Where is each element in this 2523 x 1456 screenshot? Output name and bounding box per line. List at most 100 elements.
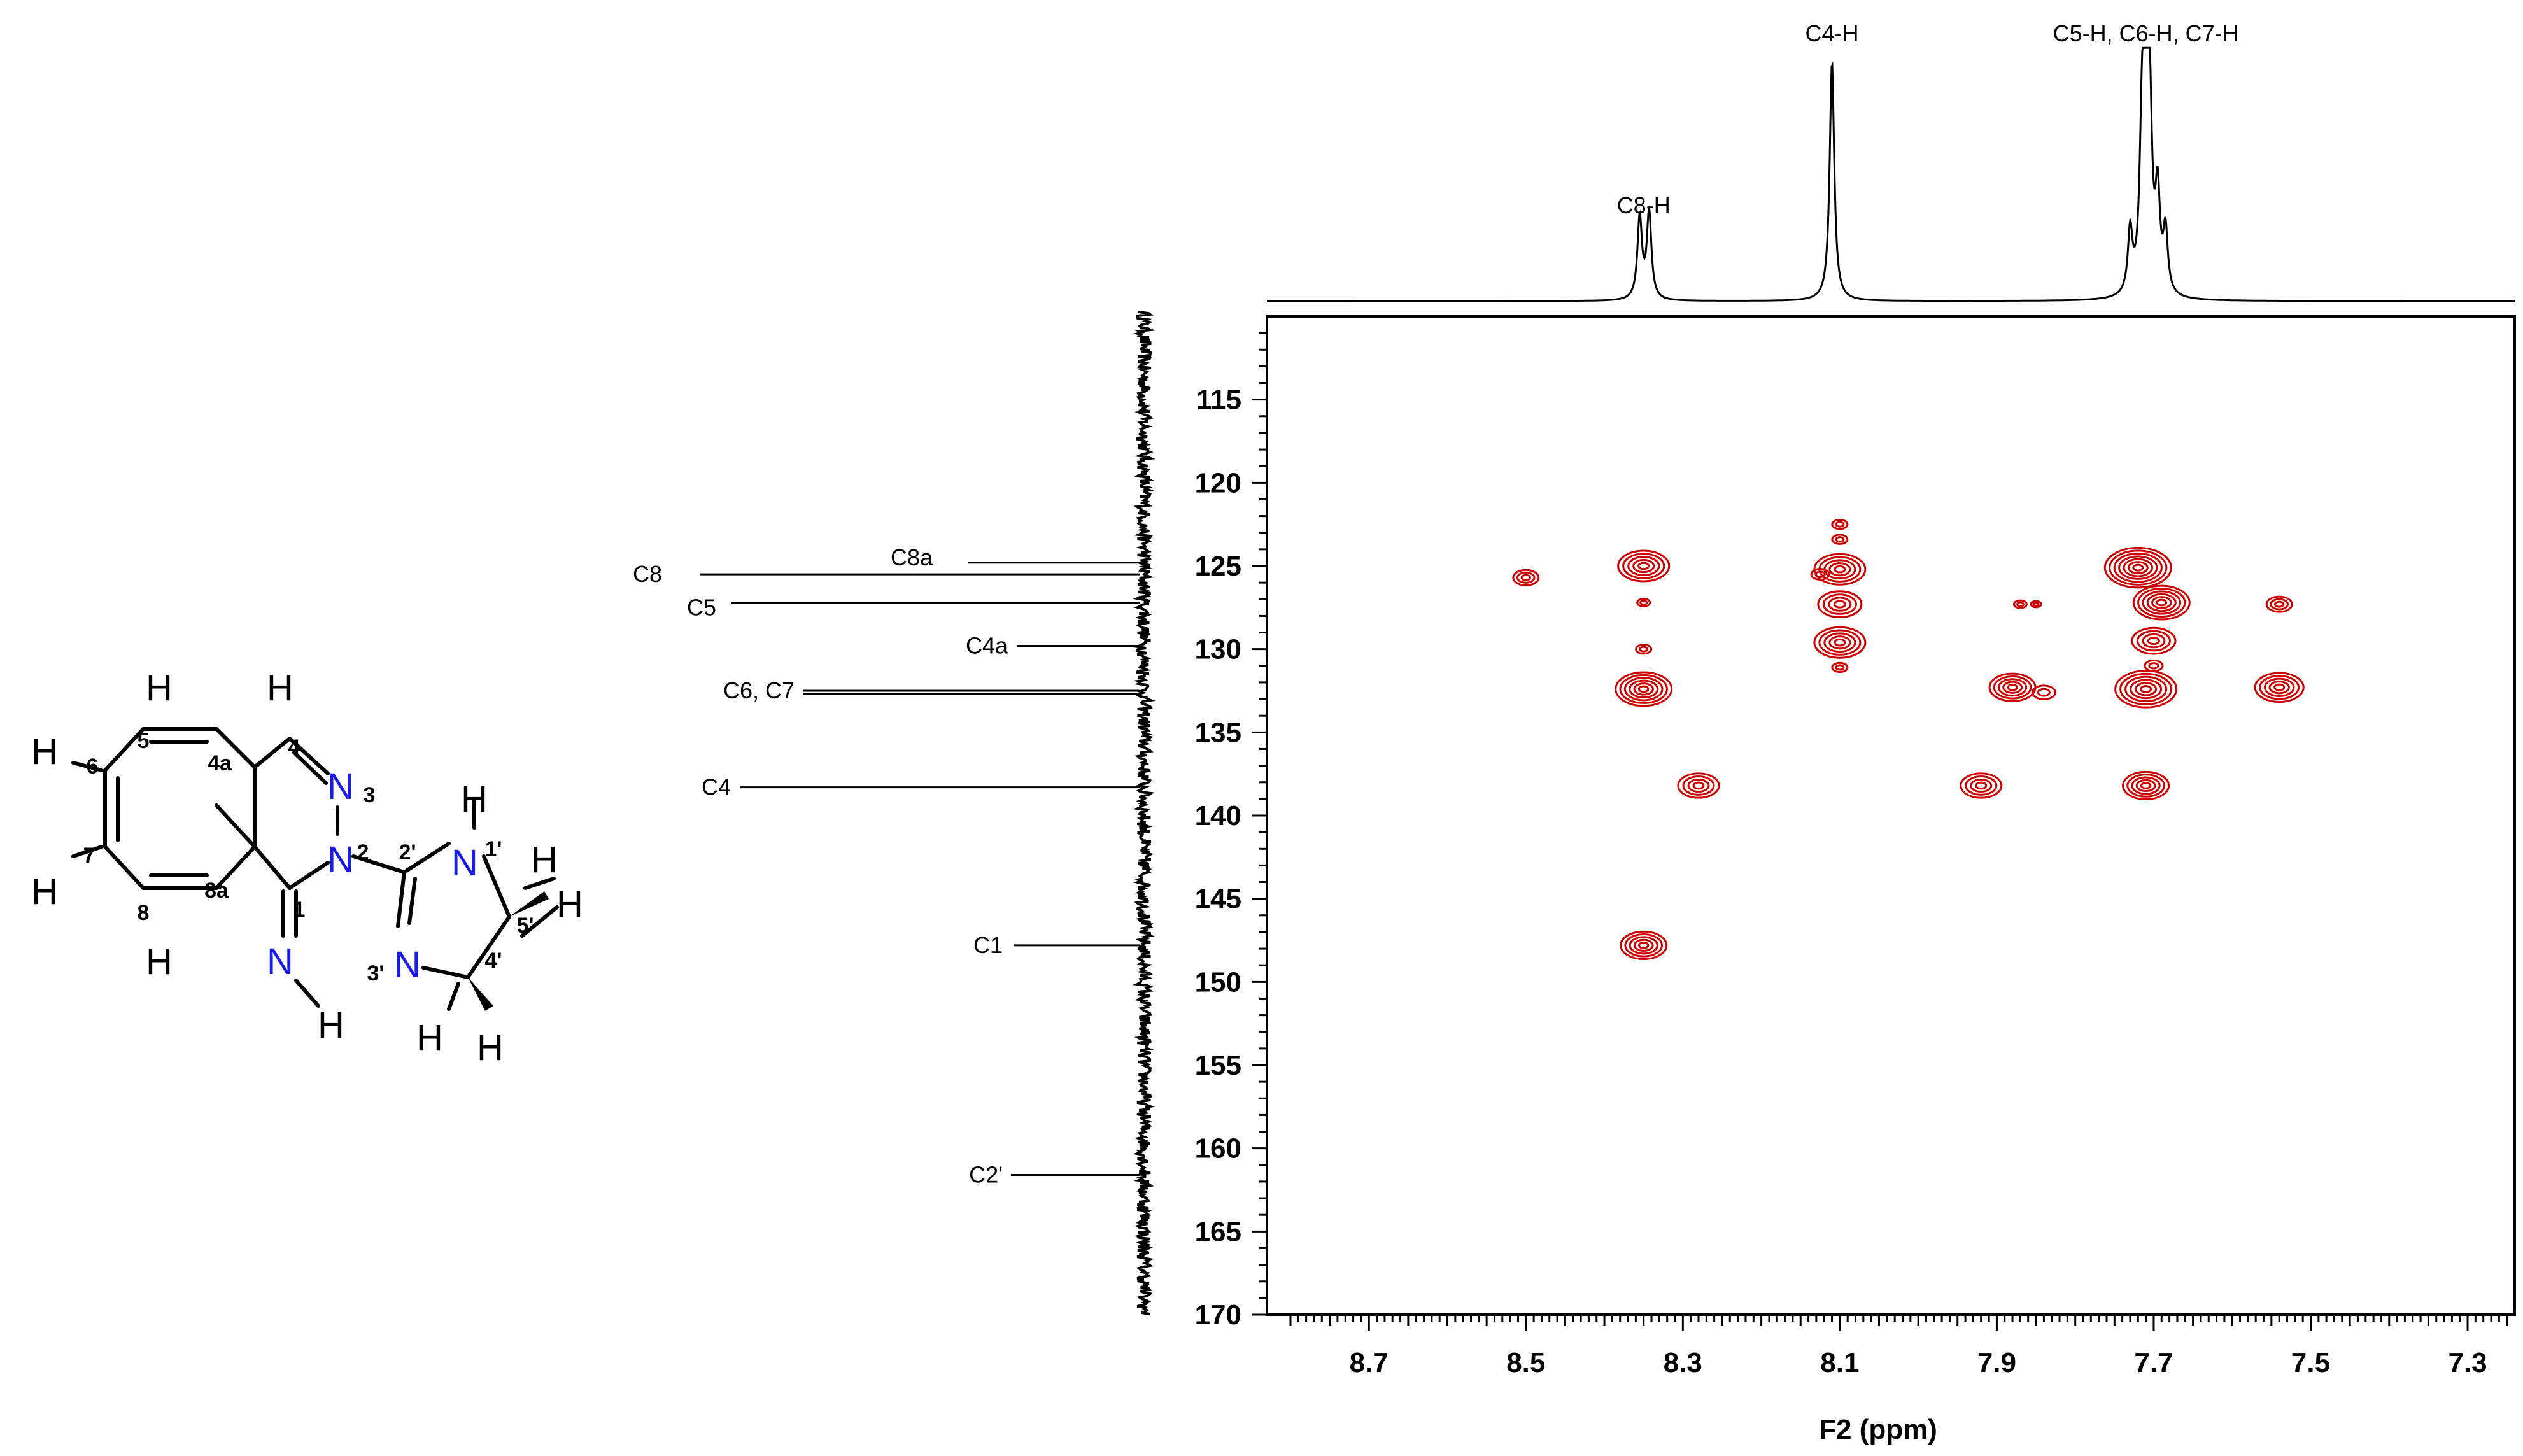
cross-peak [1615, 671, 1673, 707]
contour-ring [2259, 675, 2300, 700]
contour-ring [1970, 778, 1993, 793]
carbon-peak-label: C8a [891, 544, 933, 570]
locant-5: 5 [138, 729, 150, 753]
contour-ring [1822, 593, 1857, 615]
y-tick-label: 165 [1195, 1216, 1241, 1247]
contour-ring [2030, 600, 2042, 609]
contour-ring [2012, 599, 2028, 609]
contour-ring [2148, 662, 2159, 670]
contour-ring [1639, 599, 1648, 605]
contour-ring [2137, 587, 2186, 618]
contour-ring [1817, 590, 1863, 619]
atom-h-c4: H [267, 667, 293, 709]
contour-ring [1993, 675, 2032, 700]
contour-ring [2124, 675, 2168, 703]
x-tick-label: 7.3 [2448, 1347, 2487, 1378]
contour-ring [1818, 629, 1862, 656]
contour-ring [1831, 518, 1849, 530]
contour-ring [1624, 933, 1663, 958]
contour-ring [2132, 584, 2191, 621]
x-tick-label: 7.5 [2291, 1347, 2330, 1378]
contour-ring [2135, 682, 2158, 696]
cross-peak [1635, 643, 1653, 655]
top-projection-spectrum [1267, 46, 2515, 302]
contour-ring [1813, 626, 1867, 659]
y-tick-label: 115 [1196, 385, 1241, 416]
y-tick-label: 130 [1195, 634, 1241, 665]
contour-ring [1617, 549, 1671, 583]
contour-ring [1818, 556, 1862, 583]
contour-ring [1623, 677, 1664, 702]
contour-ring [1960, 772, 2003, 799]
x-tick-label: 8.1 [1820, 1347, 1859, 1378]
contour-ring [1692, 781, 1705, 790]
contour-ring [2140, 782, 2152, 789]
contour-ring [2265, 595, 2293, 613]
locant-3: 3 [364, 783, 376, 807]
contour-ring [1835, 664, 1845, 671]
cross-peak [1831, 661, 1849, 674]
contour-ring [1823, 559, 1856, 580]
y-tick-label: 125 [1195, 551, 1241, 582]
carbon-peak-label: C6, C7 [723, 677, 795, 703]
contour-ring [1834, 638, 1846, 647]
cross-peak [2132, 584, 2191, 621]
proton-spectrum-line [1267, 46, 2515, 302]
x-tick-label: 7.7 [2134, 1347, 2173, 1378]
y-tick-label: 145 [1195, 884, 1241, 915]
locant-1: 1 [293, 898, 306, 922]
proton-peak-label: C4-H [1806, 20, 1859, 46]
locant-5p: 5' [517, 914, 534, 938]
locant-2: 2 [357, 840, 369, 865]
locant-6: 6 [87, 754, 99, 779]
cross-peak [2131, 626, 2177, 655]
cross-peak [1988, 672, 2037, 702]
atom-n3p: N [394, 944, 421, 986]
contour-ring [2126, 774, 2165, 798]
contour-ring [1997, 678, 2028, 697]
contour-ring [2142, 590, 2182, 615]
carbon-spectrum-line [1133, 311, 1156, 1315]
contour-ring [1828, 635, 1851, 650]
atom-h-imine: H [318, 1005, 344, 1046]
cross-peak [2030, 600, 2042, 609]
contour-ring [2263, 677, 2295, 697]
x-axis: 8.7 8.5 8.3 8.1 7.9 7.7 7.5 7.3 [1289, 1315, 2508, 1378]
contour-ring [1516, 571, 1536, 584]
atom-n1p: N [451, 842, 478, 884]
atom-h-c5p-a: H [531, 839, 558, 880]
locant-4a: 4a [208, 751, 232, 775]
contour-ring [1988, 672, 2037, 702]
carbon-peak-label: C4 [702, 774, 731, 800]
atom-n2: N [327, 839, 354, 880]
contour-ring [1828, 562, 1851, 577]
y-tick-label: 150 [1195, 966, 1241, 998]
cross-peak [1617, 549, 1671, 583]
contour-ring [1813, 553, 1867, 586]
locant-8a: 8a [204, 879, 229, 903]
locant-4p: 4' [485, 949, 502, 973]
locant-4: 4 [288, 735, 300, 760]
locant-7: 7 [83, 844, 95, 868]
cross-peak [1831, 518, 1849, 530]
x-tick-label: 8.3 [1664, 1347, 1702, 1378]
contour-ring [2031, 684, 2056, 700]
contour-ring [2144, 659, 2164, 672]
contour-ring [1828, 597, 1852, 612]
contour-ring [2254, 672, 2305, 703]
contour-ring [1677, 772, 1720, 799]
wedge-bond-icon [509, 891, 549, 917]
contour-ring [2156, 598, 2168, 607]
y-tick-label: 140 [1195, 800, 1241, 831]
contour-ring [1682, 775, 1715, 796]
contour-ring [2268, 681, 2290, 695]
contour-ring [2146, 593, 2177, 612]
contour-ring [2147, 637, 2160, 646]
x-axis-label: F2 (ppm) [1819, 1414, 1937, 1445]
contour-ring [1632, 558, 1655, 574]
proton-peak-label: C8-H [1617, 192, 1671, 218]
contour-ring [1637, 685, 1650, 693]
cross-peak [1620, 930, 1668, 960]
cross-peak [2254, 672, 2305, 703]
carbon-peak-label: C8 [633, 561, 662, 587]
